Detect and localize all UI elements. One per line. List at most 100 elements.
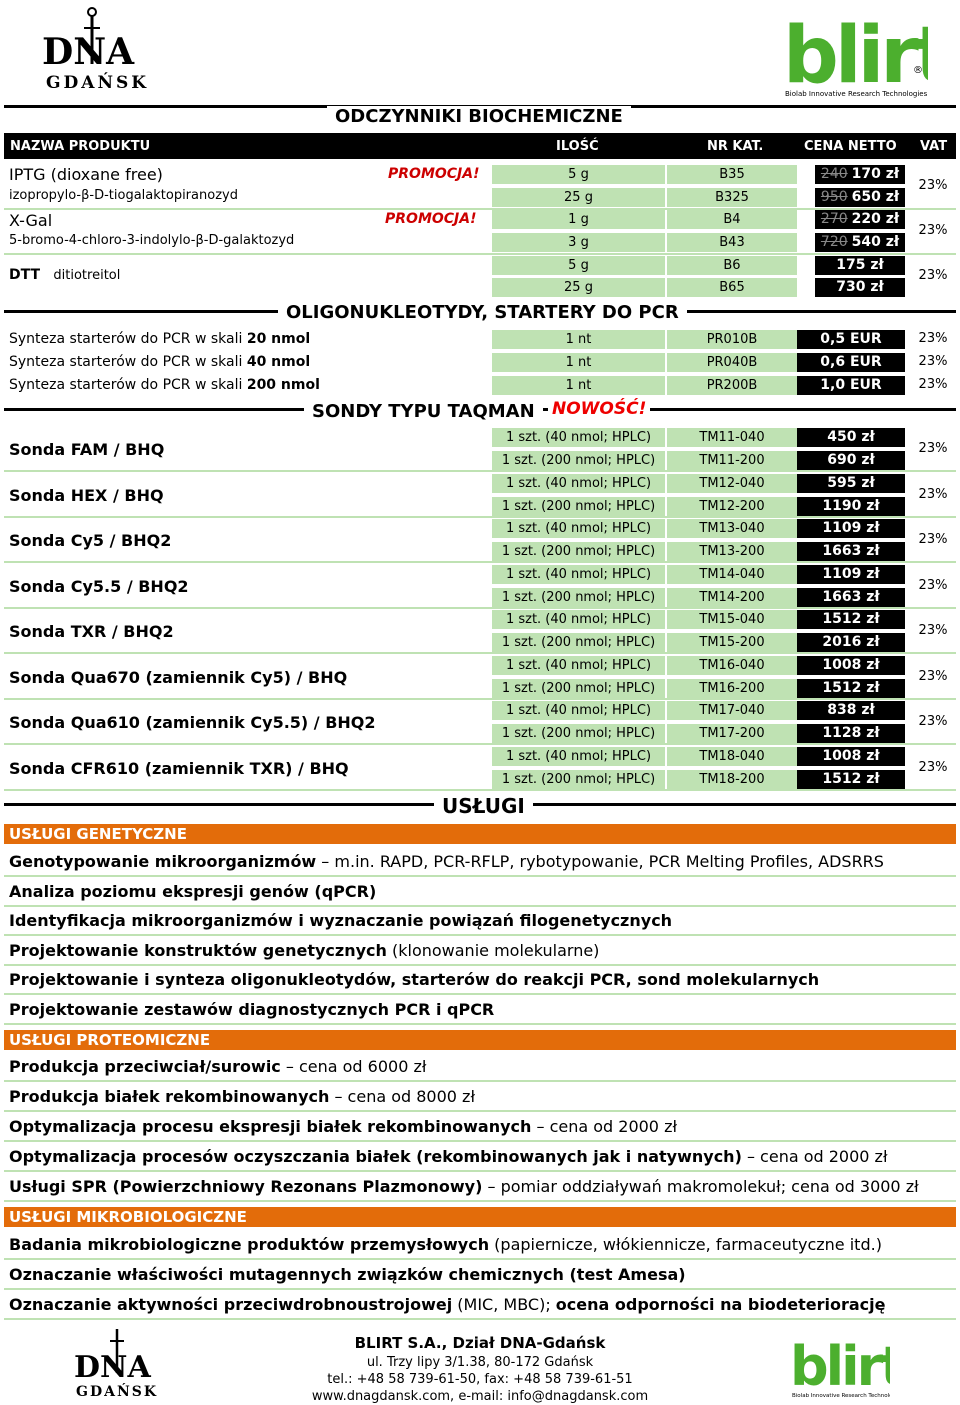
price-cell: 0,6 EUR [797,353,905,372]
section-title-biochem: ODCZYNNIKI BIOCHEMICZNE [327,106,631,128]
col-name: NAZWA PRODUKTU [10,139,151,154]
cat-cell: B6 [667,256,797,275]
cat-cell: TM14-200 [667,587,797,607]
price-cell: 2016 zł [797,633,905,652]
row-divider [4,1140,956,1142]
cat-cell: TM15-200 [667,633,797,652]
qty-cell: 1 szt. (40 nmol; HPLC) [492,610,665,629]
price-cell: 0,5 EUR [797,330,905,349]
qty-cell: 1 szt. (40 nmol; HPLC) [492,701,665,720]
footer-blirt-logo: blirt Biolab Innovative Research Technol… [790,1335,908,1399]
svg-text:GDAŃSK: GDAŃSK [76,1382,158,1399]
svg-text:Biolab Innovative Research Tec: Biolab Innovative Research Technologies [785,90,928,98]
service-item: Projektowanie i synteza oligonukleotydów… [9,970,820,990]
price-cell: 950 650 zł [815,188,905,207]
qty-cell: 1 szt. (200 nmol; HPLC) [492,587,665,607]
probe-name: Sonda Qua610 (zamiennik Cy5.5) / BHQ2 [9,713,376,732]
service-item: Oznaczanie aktywności przeciwdrobnoustro… [9,1295,886,1314]
oligo-label: Synteza starterów do PCR w skali 20 nmol [9,331,311,347]
price-cell: 1008 zł [797,746,905,766]
svg-text:Biolab Innovative Research Tec: Biolab Innovative Research Technologies [792,1393,890,1399]
section-title-services: USŁUGI [434,795,533,817]
cat-cell: B4 [667,210,797,229]
probe-name: Sonda Qua670 (zamiennik Cy5) / BHQ [9,667,348,687]
cat-cell: B35 [667,165,797,184]
row-divider [4,1288,956,1290]
row-divider [4,470,956,472]
price-cell: 1663 zł [797,587,905,607]
price-cell: 1512 zł [797,678,905,698]
price-cell: 1512 zł [797,610,905,629]
cat-cell: TM13-200 [667,542,797,561]
svg-text:blirt: blirt [790,1335,890,1398]
cat-cell: PR200B [667,376,797,395]
row-divider [4,208,956,210]
section-title-oligo: OLIGONUKLEOTYDY, STARTERY DO PCR [278,302,687,324]
cat-cell: TM13-040 [667,519,797,538]
vat-cell: 23% [918,354,948,369]
price-cell: 730 zł [815,278,905,297]
qty-cell: 1 szt. (200 nmol; HPLC) [492,496,665,516]
vat-cell: 23% [918,377,948,392]
cat-cell: TM16-200 [667,678,797,698]
cat-cell: B43 [667,233,797,252]
footer-phone: tel.: +48 58 739-61-50, fax: +48 58 739-… [327,1372,633,1387]
product-name: IPTG (dioxane free) [9,165,163,184]
price-cell: 1512 zł [797,769,905,789]
row-divider [4,1080,956,1082]
row-divider [4,1318,956,1320]
service-item: Projektowanie zestawów diagnostycznych P… [9,1000,495,1019]
price-cell: 1128 zł [797,724,905,743]
row-divider [4,1023,956,1025]
qty-cell: 1 szt. (200 nmol; HPLC) [492,678,665,698]
service-item: Optymalizacja procesu ekspresji białek r… [9,1117,678,1136]
cat-cell: TM15-040 [667,610,797,629]
price-cell: 270 220 zł [815,210,905,229]
service-item: Produkcja przeciwciał/surowic – cena od … [9,1057,427,1076]
qty-cell: 3 g [492,233,665,252]
col-qty: ILOŚĆ [556,139,599,154]
footer-address: ul. Trzy lipy 3/1.38, 80-172 Gdańsk [366,1355,594,1370]
qty-cell: 1 g [492,210,665,229]
vat-cell: 23% [918,532,948,547]
service-item: Identyfikacja mikroorganizmów i wyznacza… [9,911,673,931]
cat-cell: TM17-040 [667,701,797,720]
row-divider [4,515,956,518]
qty-cell: 1 nt [492,353,665,372]
vat-cell: 23% [918,223,948,238]
qty-cell: 1 nt [492,330,665,349]
row-divider [4,788,956,791]
price-cell: 1008 zł [797,655,905,675]
service-item: Genotypowanie mikroorganizmów – m.in. RA… [9,852,884,871]
service-item: Analiza poziomu ekspresji genów (qPCR) [9,881,377,901]
product-sub: izopropylo-β-D-tiogalaktopiranozyd [9,188,238,203]
service-item: Optymalizacja procesów oczyszczania biał… [9,1147,888,1166]
price-cell: 450 zł [797,428,905,447]
vat-cell: 23% [918,331,948,346]
cat-cell: B65 [667,278,797,297]
price-cell: 1109 zł [797,519,905,538]
vat-cell: 23% [918,759,948,775]
footer-dna-logo: DNA GDAŃSK [72,1327,162,1400]
product-name: DTT ditiotreitol [9,267,121,283]
row-divider [4,875,956,877]
qty-cell: 1 nt [492,376,665,395]
vat-cell: 23% [918,441,948,456]
vat-cell: 23% [918,178,948,193]
col-price: CENA NETTO [804,139,897,154]
cat-cell: PR010B [667,330,797,349]
row-divider [4,606,956,609]
vat-cell: 23% [918,268,948,283]
cat-cell: TM12-040 [667,473,797,493]
cat-cell: TM18-200 [667,769,797,789]
probe-name: Sonda FAM / BHQ [9,440,165,459]
svg-text:DNA: DNA [74,1350,151,1385]
qty-cell: 1 szt. (200 nmol; HPLC) [492,451,665,470]
price-cell: 690 zł [797,451,905,470]
vat-cell: 23% [918,668,948,684]
row-divider [4,697,956,700]
qty-cell: 1 szt. (200 nmol; HPLC) [492,724,665,743]
probe-name: Sonda Cy5 / BHQ2 [9,531,172,550]
promo-badge: PROMOCJA! [385,211,477,227]
cat-cell: TM16-040 [667,655,797,675]
